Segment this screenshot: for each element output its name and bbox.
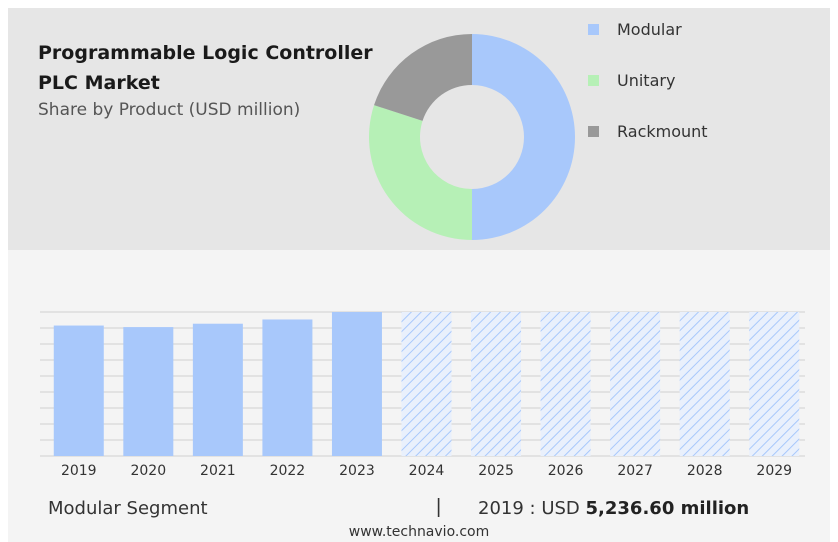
x-tick-label: 2021 — [200, 463, 236, 479]
x-tick-label: 2024 — [409, 463, 445, 479]
donut-slice-rackmount — [374, 34, 472, 121]
donut-slice-modular — [472, 34, 575, 240]
legend-label-modular: Modular — [617, 20, 682, 39]
bar-2021 — [192, 323, 243, 456]
forecast-bar-2027 — [610, 312, 661, 456]
chart-subtitle: Share by Product (USD million) — [38, 100, 301, 120]
title-line-2: PLC Market — [38, 72, 160, 94]
legend-item-unitary: Unitary — [588, 71, 675, 90]
bar-2019 — [53, 325, 104, 456]
x-tick-label: 2027 — [617, 463, 653, 479]
x-tick-label: 2028 — [687, 463, 723, 479]
bar-2020 — [123, 327, 174, 456]
x-tick-label: 2025 — [478, 463, 514, 479]
source-link[interactable]: www.technavio.com — [348, 524, 490, 540]
bar-2023 — [331, 312, 382, 456]
forecast-bar-2029 — [749, 312, 800, 456]
legend-item-modular: Modular — [588, 20, 682, 39]
title-line-1: Programmable Logic Controller — [38, 42, 373, 64]
legend-swatch-unitary — [588, 75, 599, 86]
donut-chart — [369, 34, 575, 240]
legend-swatch-rackmount — [588, 126, 599, 137]
x-tick-label: 2019 — [61, 463, 97, 479]
legend-swatch-modular — [588, 24, 599, 35]
legend-label-unitary: Unitary — [617, 71, 676, 90]
x-tick-label: 2020 — [130, 463, 166, 479]
donut-slice-unitary — [369, 105, 472, 240]
forecast-bar-2024 — [401, 312, 452, 456]
bar-2022 — [262, 319, 313, 456]
x-tick-label: 2029 — [756, 463, 792, 479]
segment-value-amount: 5,236.60 million — [585, 498, 750, 519]
footer-separator: | — [436, 496, 442, 518]
segment-value-prefix: 2019 : USD — [478, 498, 580, 519]
chart-title: Programmable Logic Controller PLC Market — [38, 38, 378, 98]
legend-item-rackmount: Rackmount — [588, 122, 708, 141]
forecast-bar-2026 — [540, 312, 591, 456]
segment-label: Modular Segment — [48, 498, 208, 519]
x-tick-label: 2026 — [548, 463, 584, 479]
x-tick-label: 2022 — [270, 463, 306, 479]
forecast-bar-2028 — [679, 312, 730, 456]
x-tick-label: 2023 — [339, 463, 375, 479]
forecast-bar-2025 — [471, 312, 522, 456]
segment-value: 2019 : USD 5,236.60 million — [478, 498, 749, 519]
legend-label-rackmount: Rackmount — [617, 122, 708, 141]
